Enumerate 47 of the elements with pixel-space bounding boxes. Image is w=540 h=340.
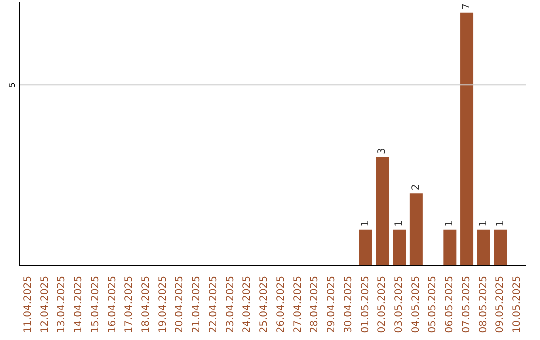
- x-tick-label: 29.04.2025: [326, 276, 338, 334]
- x-tick-label: 27.04.2025: [292, 276, 304, 334]
- x-tick-label: 11.04.2025: [22, 276, 34, 334]
- x-tick-label: 13.04.2025: [56, 276, 68, 334]
- x-tick-label: 22.04.2025: [208, 276, 220, 334]
- data-label: 7: [462, 3, 473, 10]
- x-tick-label: 25.04.2025: [259, 276, 270, 334]
- x-tick-label: 10.05.2025: [512, 276, 524, 334]
- data-label: 3: [377, 148, 388, 155]
- x-tick-label: 24.04.2025: [242, 276, 254, 334]
- x-tick-label: 05.05.2025: [428, 276, 439, 334]
- bar: [477, 230, 490, 266]
- x-tick-label: 12.04.2025: [40, 276, 51, 334]
- x-tick-label: 30.04.2025: [343, 276, 354, 334]
- data-label: 1: [360, 220, 372, 227]
- x-tick-label: 06.05.2025: [444, 276, 456, 334]
- x-tick-label: 17.04.2025: [124, 276, 136, 334]
- data-label: 1: [444, 220, 456, 227]
- x-tick-label: 15.04.2025: [90, 276, 102, 334]
- x-tick-label: 28.04.2025: [310, 276, 321, 334]
- x-tick-label: 09.05.2025: [495, 276, 506, 334]
- x-tick-label: 01.05.2025: [360, 276, 372, 334]
- bar: [494, 230, 508, 266]
- x-tick-label: 18.04.2025: [141, 276, 152, 334]
- bar: [376, 158, 390, 266]
- bar: [393, 230, 406, 266]
- x-tick-label: 16.04.2025: [107, 276, 118, 334]
- x-tick-label: 04.05.2025: [410, 276, 422, 334]
- x-tick-label: 21.04.2025: [192, 276, 203, 334]
- x-tick-label: 07.05.2025: [461, 276, 472, 334]
- bar: [460, 12, 474, 266]
- x-tick-label: 26.04.2025: [276, 276, 287, 334]
- x-tick-label: 23.04.2025: [225, 276, 236, 334]
- data-label: 1: [495, 220, 506, 227]
- x-tick-label: 20.04.2025: [174, 276, 186, 334]
- data-label: 2: [410, 184, 422, 191]
- x-tick-label: 19.04.2025: [158, 276, 169, 334]
- x-tick-label: 08.05.2025: [478, 276, 490, 334]
- x-tick-label: 14.04.2025: [74, 276, 85, 334]
- x-tick-label: 02.05.2025: [377, 276, 388, 334]
- bar: [444, 230, 457, 266]
- data-label: 1: [478, 220, 490, 227]
- bar: [359, 230, 372, 266]
- x-tick-label: 03.05.2025: [394, 276, 405, 334]
- ref-line-label: 5: [8, 82, 17, 88]
- bar: [410, 194, 423, 266]
- data-label: 1: [394, 220, 406, 227]
